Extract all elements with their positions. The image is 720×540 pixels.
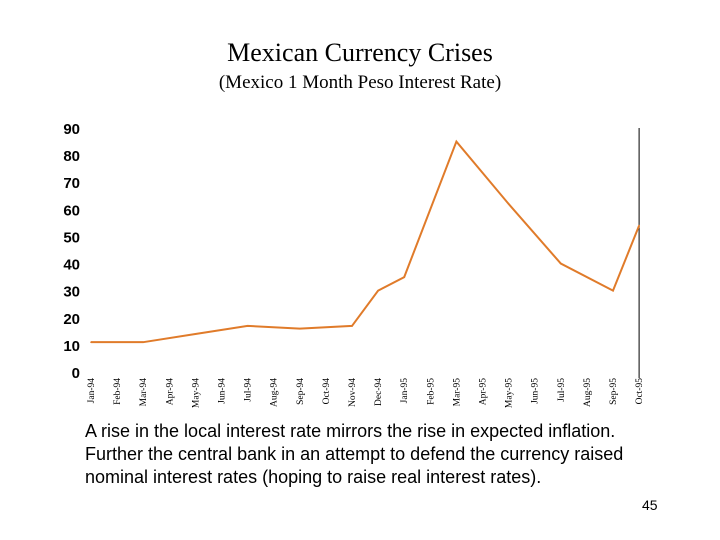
chart-subtitle: (Mexico 1 Month Peso Interest Rate) [218,72,502,93]
data-point [299,327,301,330]
x-tick-label: Oct-94 [322,378,332,405]
x-tick-label: Apr-95 [479,378,489,405]
y-tick-label: 50 [63,229,80,246]
data-point [90,341,92,343]
x-tick-label: May-95 [505,378,515,408]
x-tick-label: Aug-95 [583,378,593,407]
y-tick-label: 0 [72,365,80,382]
x-tick-label: Sep-95 [609,378,619,405]
y-tick-label: 80 [63,148,80,165]
series-line [91,139,641,344]
y-tick-label: 60 [63,202,80,219]
slide-caption: A rise in the local interest rate mirror… [85,421,624,487]
x-tick-label: Mar-94 [139,378,149,407]
x-tick-label: Jul-94 [244,378,254,402]
y-tick-label: 90 [63,121,80,138]
y-tick-label: 40 [63,257,80,274]
y-tick-label: 20 [63,311,80,328]
x-axis: Jan-94 Feb-94 Mar-94 Apr-94 May-94 Jun-94 Jul-… [87,378,645,408]
x-tick-label: Feb-94 [113,378,123,405]
data-point [560,262,562,265]
data-point [142,341,144,343]
chart-title: Mexican Currency Crises [227,38,493,67]
x-tick-label: Mar-95 [452,378,462,407]
x-tick-label: Jun-95 [531,378,541,404]
data-point [507,203,510,205]
x-tick-label: Jan-95 [400,378,410,404]
x-tick-label: Jun-94 [218,378,228,404]
data-point [612,289,614,292]
data-point [246,325,249,327]
x-tick-label: Jul-95 [557,378,567,402]
page-number: 45 [642,497,658,513]
data-point [638,224,640,227]
x-tick-label: Sep-94 [296,378,306,405]
data-point [455,140,458,143]
y-tick-label: 30 [63,284,80,301]
data-point [377,289,379,292]
x-tick-label: May-94 [191,378,201,408]
data-point [351,325,353,327]
data-point [194,333,197,335]
y-tick-label: 70 [63,175,80,192]
x-tick-label: Feb-95 [426,378,436,405]
x-tick-label: Oct-95 [635,378,645,405]
y-tick-label: 10 [63,338,80,355]
x-tick-label: Aug-94 [270,378,280,407]
x-tick-label: Nov-94 [348,378,358,407]
y-axis: 0 10 20 30 40 50 60 70 80 90 [63,121,80,382]
x-tick-label: Dec-94 [374,378,384,406]
data-point [403,276,406,278]
series-group [90,139,641,344]
x-tick-label: Apr-94 [165,378,175,405]
x-tick-label: Jan-94 [87,378,97,404]
